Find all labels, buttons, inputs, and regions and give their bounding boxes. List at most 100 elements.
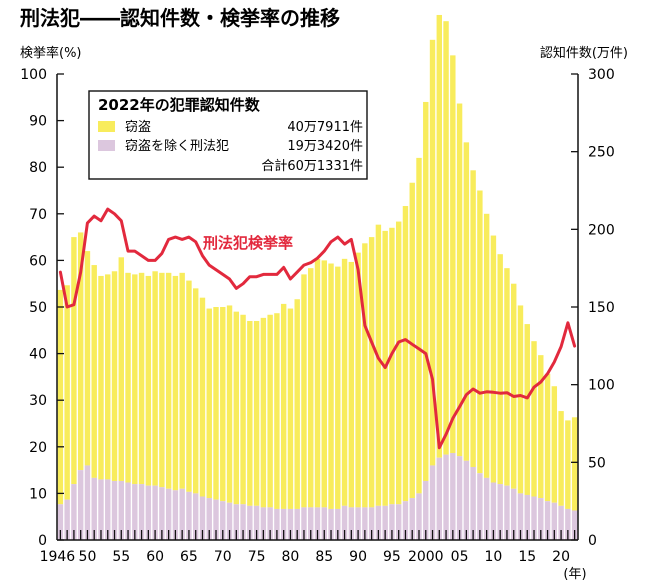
- bar-theft-1981: [294, 299, 300, 509]
- bar-theft-1995: [389, 227, 395, 505]
- right-axis-label: 認知件数(万件): [540, 45, 628, 61]
- bar-other-1958: [138, 484, 145, 540]
- bar-theft-1997: [402, 206, 409, 502]
- bar-other-1994: [382, 505, 388, 540]
- bar-theft-2008: [477, 190, 483, 474]
- bar-theft-1968: [206, 308, 212, 499]
- x-tick-label-15: 15: [518, 549, 536, 565]
- bar-theft-1976: [260, 317, 267, 508]
- bar-theft-1986: [328, 263, 334, 509]
- bar-theft-1979: [280, 303, 287, 509]
- line-series-kenkyoritsu: [58, 207, 577, 450]
- bar-other-1964: [179, 488, 185, 540]
- left-tick-label-10: 10: [29, 486, 47, 502]
- bar-other-2011: [497, 484, 503, 540]
- bar-theft-2015: [524, 324, 530, 495]
- bar-other-1966: [193, 493, 199, 540]
- right-tick-label-300: 300: [588, 67, 615, 83]
- bar-theft-1971: [226, 305, 233, 503]
- line-series-label: 刑法犯検挙率: [203, 234, 293, 252]
- x-tick-label-70: 70: [214, 549, 232, 565]
- bar-other-1978: [274, 508, 280, 540]
- bar-theft-1952: [98, 275, 104, 480]
- bar-other-2000: [423, 480, 429, 540]
- bar-other-1949: [77, 470, 84, 540]
- bar-theft-1948: [71, 237, 77, 485]
- bar-other-2016: [531, 496, 537, 540]
- legend: 2022年の犯罪認知件数 窃盗 40万7911件 窃盗を除く刑法犯 19万342…: [88, 90, 368, 180]
- bar-other-1991: [362, 507, 368, 540]
- right-tick-label-50: 50: [588, 455, 606, 471]
- bar-other-2012: [504, 485, 510, 540]
- bar-other-1955: [118, 480, 124, 540]
- chart-title: 刑法犯――認知件数・検挙率の推移: [20, 6, 340, 30]
- bar-theft-1956: [125, 272, 131, 483]
- bar-theft-1949: [77, 232, 84, 471]
- bar-theft-1993: [375, 224, 382, 506]
- bar-other-1987: [335, 508, 341, 540]
- bar-other-1973: [240, 504, 246, 540]
- bar-other-1965: [186, 491, 192, 540]
- bar-other-2022: [571, 510, 578, 540]
- bar-theft-1963: [172, 275, 179, 491]
- bar-theft-1961: [159, 272, 165, 488]
- bar-other-2008: [477, 473, 483, 540]
- bar-other-2009: [483, 477, 490, 540]
- bar-theft-1978: [274, 313, 280, 509]
- bar-other-1993: [375, 505, 382, 540]
- bar-theft-2005: [456, 103, 463, 457]
- bar-theft-2002: [436, 14, 442, 458]
- bar-other-1969: [213, 499, 219, 540]
- bar-other-1954: [111, 480, 118, 540]
- bar-theft-2016: [531, 341, 537, 497]
- bar-other-1970: [220, 501, 226, 540]
- bar-theft-2019: [551, 386, 558, 503]
- x-tick-label-55: 55: [112, 549, 130, 565]
- bar-theft-1992: [368, 237, 375, 508]
- bar-other-1976: [260, 507, 267, 540]
- bar-other-2006: [463, 460, 470, 540]
- legend-value-theft: 40万7911件: [287, 120, 363, 135]
- bar-other-2001: [429, 465, 436, 540]
- bar-other-2013: [511, 488, 517, 540]
- bar-other-1986: [328, 508, 334, 540]
- bar-theft-1960: [152, 271, 158, 486]
- bar-other-1979: [280, 508, 287, 540]
- x-tick-label-75: 75: [248, 549, 266, 565]
- legend-value-other: 19万3420件: [287, 139, 363, 154]
- bar-other-1997: [402, 501, 409, 540]
- bar-other-2021: [565, 508, 571, 540]
- bar-theft-2001: [429, 39, 436, 466]
- bar-theft-1966: [193, 288, 199, 494]
- bar-other-2014: [517, 493, 524, 540]
- bar-theft-1998: [409, 182, 415, 499]
- bar-other-2003: [443, 454, 449, 540]
- bar-theft-2018: [544, 373, 551, 502]
- bar-other-1968: [206, 498, 212, 540]
- left-tick-label-40: 40: [29, 347, 47, 363]
- left-tick-label-80: 80: [29, 160, 47, 176]
- bar-other-1947: [64, 499, 70, 540]
- bar-theft-2013: [511, 283, 517, 489]
- left-tick-label-70: 70: [29, 207, 47, 223]
- left-tick-label-0: 0: [38, 533, 47, 549]
- bar-other-2019: [551, 502, 558, 540]
- bar-theft-1972: [233, 311, 240, 505]
- bar-other-1995: [389, 504, 395, 540]
- bar-theft-2000: [423, 101, 429, 481]
- right-tick-label-250: 250: [588, 145, 615, 161]
- left-axis-label: 検挙率(%): [20, 45, 82, 61]
- bar-other-1971: [226, 502, 233, 540]
- left-tick-label-100: 100: [20, 67, 47, 83]
- bar-other-1962: [165, 488, 172, 540]
- bar-theft-1999: [416, 157, 422, 494]
- bar-other-1963: [172, 490, 179, 540]
- bar-other-1967: [199, 496, 206, 540]
- bar-other-1957: [132, 484, 138, 540]
- bar-other-1956: [125, 482, 131, 540]
- bar-other-1981: [294, 508, 300, 540]
- bar-other-1974: [247, 505, 253, 540]
- legend-title: 2022年の犯罪認知件数: [98, 96, 261, 114]
- bar-theft-2006: [463, 142, 470, 461]
- bar-other-1982: [301, 507, 307, 540]
